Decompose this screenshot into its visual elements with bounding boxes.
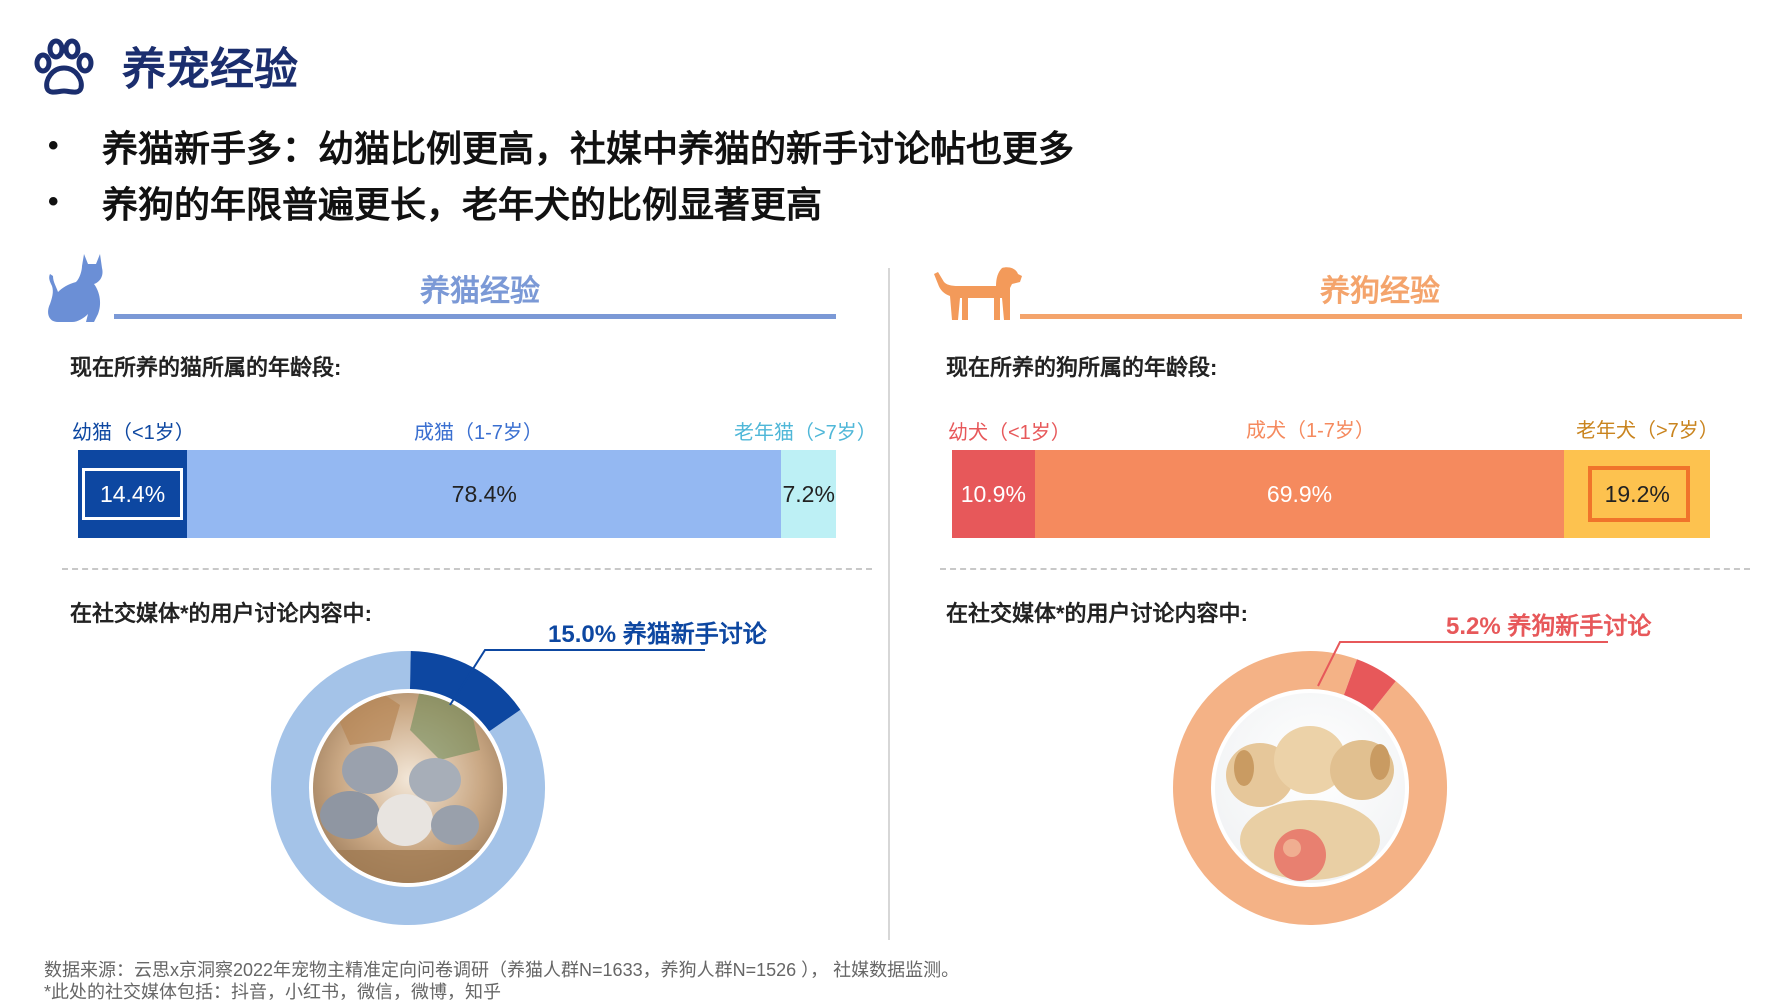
- social-media-footnote: *此处的社交媒体包括：抖音，小红书，微信，微博，知乎: [44, 982, 502, 1002]
- bar-value-label: 78.4%: [451, 480, 517, 507]
- data-source-note: 数据来源：云思x京洞察2022年宠物主精准定向问卷调研（养猫人群N=1633，养…: [44, 960, 960, 980]
- paw-icon: [34, 38, 94, 95]
- bullet-text: 养猫新手多：幼猫比例更高，社媒中养猫的新手讨论帖也更多: [102, 128, 1075, 169]
- dog-section-underline: [1020, 314, 1742, 319]
- dog-label-senior: 老年犬（>7岁）: [1576, 420, 1719, 442]
- callout-leader-line: [449, 649, 705, 706]
- bullet-item: • 养猫新手多：幼猫比例更高，社媒中养猫的新手讨论帖也更多: [48, 118, 1074, 174]
- cat-silhouette-icon: [48, 254, 103, 322]
- cat-age-question: 现在所养的猫所属的年龄段:: [70, 355, 342, 380]
- highlight-frame: [82, 468, 184, 520]
- callout-leader-line: [1317, 641, 1608, 687]
- bar-segment-adult: 69.9%: [1034, 450, 1565, 538]
- dog-social-question: 在社交媒体*的用户讨论内容中:: [946, 601, 1248, 626]
- bar-segment-young: 10.9%: [952, 450, 1035, 538]
- dog-silhouette-icon: [934, 267, 1022, 320]
- donut-slice-rest: [1173, 651, 1447, 925]
- bar-segment-young: 14.4%: [78, 450, 188, 538]
- bar-value-label: 10.9%: [960, 480, 1026, 507]
- cat-dashed-separator: [62, 568, 872, 570]
- cat-label-senior: 老年猫（>7岁）: [734, 422, 877, 444]
- bullet-item: • 养狗的年限普遍更长，老年犬的比例显著更高: [48, 174, 1074, 230]
- cat-age-stacked-bar: 14.4% 78.4% 7.2%: [78, 450, 836, 538]
- donut-slice-rest: [271, 651, 545, 925]
- puppies-photo: [1215, 693, 1405, 883]
- cat-social-question: 在社交媒体*的用户讨论内容中:: [70, 601, 372, 626]
- bar-segment-senior: 19.2%: [1564, 450, 1710, 538]
- donut-slice-highlight: [1343, 659, 1396, 712]
- cat-section-title: 养猫经验: [420, 275, 540, 308]
- section-divider: [888, 268, 890, 940]
- bar-value-label: 7.2%: [782, 480, 835, 507]
- cat-donut-callout: 15.0% 养猫新手讨论: [548, 621, 767, 648]
- dog-label-young: 幼犬（<1岁）: [948, 422, 1071, 444]
- cat-label-adult: 成猫（1-7岁）: [414, 422, 543, 444]
- page-title: 养宠经验: [122, 45, 298, 94]
- summary-bullets: • 养猫新手多：幼猫比例更高，社媒中养猫的新手讨论帖也更多 • 养狗的年限普遍更长，…: [48, 118, 1074, 230]
- bar-value-label: 14.4%: [99, 480, 166, 507]
- bullet-text: 养狗的年限普遍更长，老年犬的比例显著更高: [102, 184, 823, 225]
- cat-donut-chart: [271, 649, 705, 925]
- dog-dashed-separator: [940, 568, 1750, 570]
- dog-donut-callout: 5.2% 养狗新手讨论: [1446, 613, 1652, 640]
- highlight-frame: [1588, 466, 1690, 522]
- dog-label-adult: 成犬（1-7岁）: [1246, 420, 1375, 442]
- dog-age-question: 现在所养的狗所属的年龄段:: [946, 355, 1218, 380]
- bar-value-label: 69.9%: [1266, 480, 1333, 507]
- dog-donut-chart: [1173, 641, 1608, 925]
- dog-section-title: 养狗经验: [1320, 275, 1440, 308]
- cat-label-young: 幼猫（<1岁）: [72, 422, 195, 444]
- dog-age-stacked-bar: 10.9% 69.9% 19.2%: [952, 450, 1710, 538]
- bar-value-label: 19.2%: [1604, 480, 1670, 507]
- bar-segment-senior: 7.2%: [781, 450, 836, 538]
- bar-segment-adult: 78.4%: [187, 450, 782, 538]
- cat-section-underline: [114, 314, 836, 319]
